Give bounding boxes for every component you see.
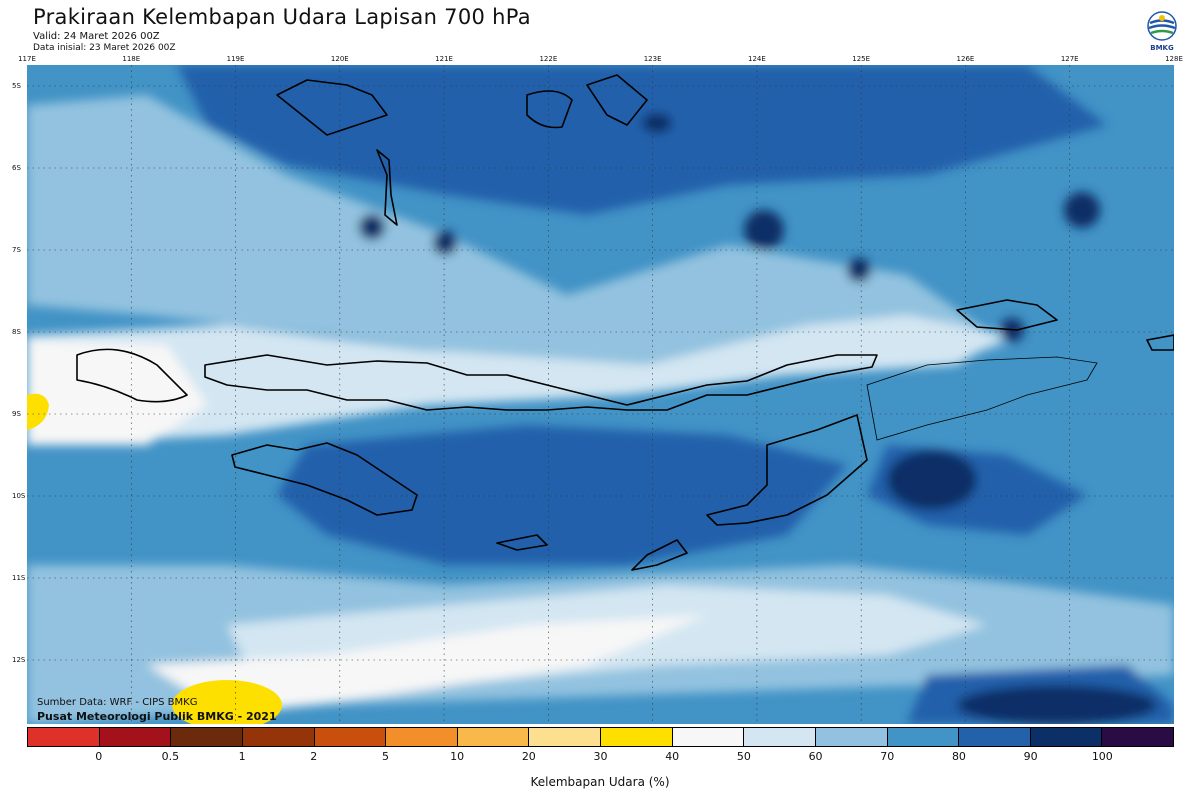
lon-tick: 119E [226,55,245,63]
colorbar-title: Kelembapan Udara (%) [530,775,670,789]
humidity-map [27,65,1174,724]
colorbar-label: 0 [95,750,103,763]
initial-time: Data inisial: 23 Maret 2026 00Z [33,43,176,53]
colorbar-label: 100 [1091,750,1113,763]
colorbar-cell [1102,728,1173,746]
lon-tick: 128E [1165,55,1183,63]
colorbar [27,727,1174,747]
colorbar-label: 2 [310,750,318,763]
colorbar-label: 0.5 [161,750,180,763]
lat-tick: 8S [12,328,21,336]
valid-time: Valid: 24 Maret 2026 00Z [33,31,160,42]
colorbar-cell [242,728,315,746]
colorbar-label: 1 [238,750,246,763]
logo-text: BMKG [1150,44,1174,52]
lat-tick: 11S [12,574,26,582]
lon-tick: 118E [122,55,141,63]
colorbar-cell [171,728,243,746]
lat-tick: 7S [12,246,21,254]
colorbar-cell [28,728,100,746]
lon-tick: 127E [1060,55,1079,63]
colorbar-cell [529,728,601,746]
colorbar-label: 60 [808,750,823,763]
colorbar-cell [959,728,1031,746]
colorbar-label: 90 [1023,750,1038,763]
colorbar-cell [386,728,458,746]
colorbar-cell [1030,728,1103,746]
lat-tick: 12S [12,656,26,664]
lon-tick: 124E [748,55,766,63]
lon-tick: 121E [435,55,453,63]
lon-tick: 117E [18,55,36,63]
colorbar-label: 80 [951,750,966,763]
colorbar-label: 40 [665,750,680,763]
colorbar-label: 10 [450,750,465,763]
colorbar-label: 20 [521,750,536,763]
colorbar-label: 70 [880,750,895,763]
lat-tick: 5S [12,82,21,90]
colorbar-cell [887,728,960,746]
lon-tick: 123E [643,55,662,63]
colorbar-label: 50 [736,750,751,763]
colorbar-cell [672,728,745,746]
map-title: Prakiraan Kelembapan Udara Lapisan 700 h… [33,5,531,29]
colorbar-cell [457,728,530,746]
lat-tick: 6S [12,164,21,172]
lat-tick: 10S [12,492,26,500]
colorbar-label: 30 [593,750,608,763]
data-source-credit: Sumber Data: WRF - CIPS BMKG [37,697,198,708]
colorbar-cell [815,728,888,746]
lon-tick: 126E [956,55,975,63]
lon-tick: 125E [852,55,871,63]
lat-tick: 9S [12,410,21,418]
colorbar-cell [99,728,172,746]
organization-credit: Pusat Meteorologi Publik BMKG - 2021 [37,710,277,723]
lon-tick: 120E [330,55,349,63]
colorbar-cell [314,728,387,746]
lon-tick: 122E [539,55,558,63]
colorbar-cell [744,728,816,746]
colorbar-label: 5 [381,750,389,763]
colorbar-cell [601,728,673,746]
bmkg-logo-icon [1147,11,1177,41]
